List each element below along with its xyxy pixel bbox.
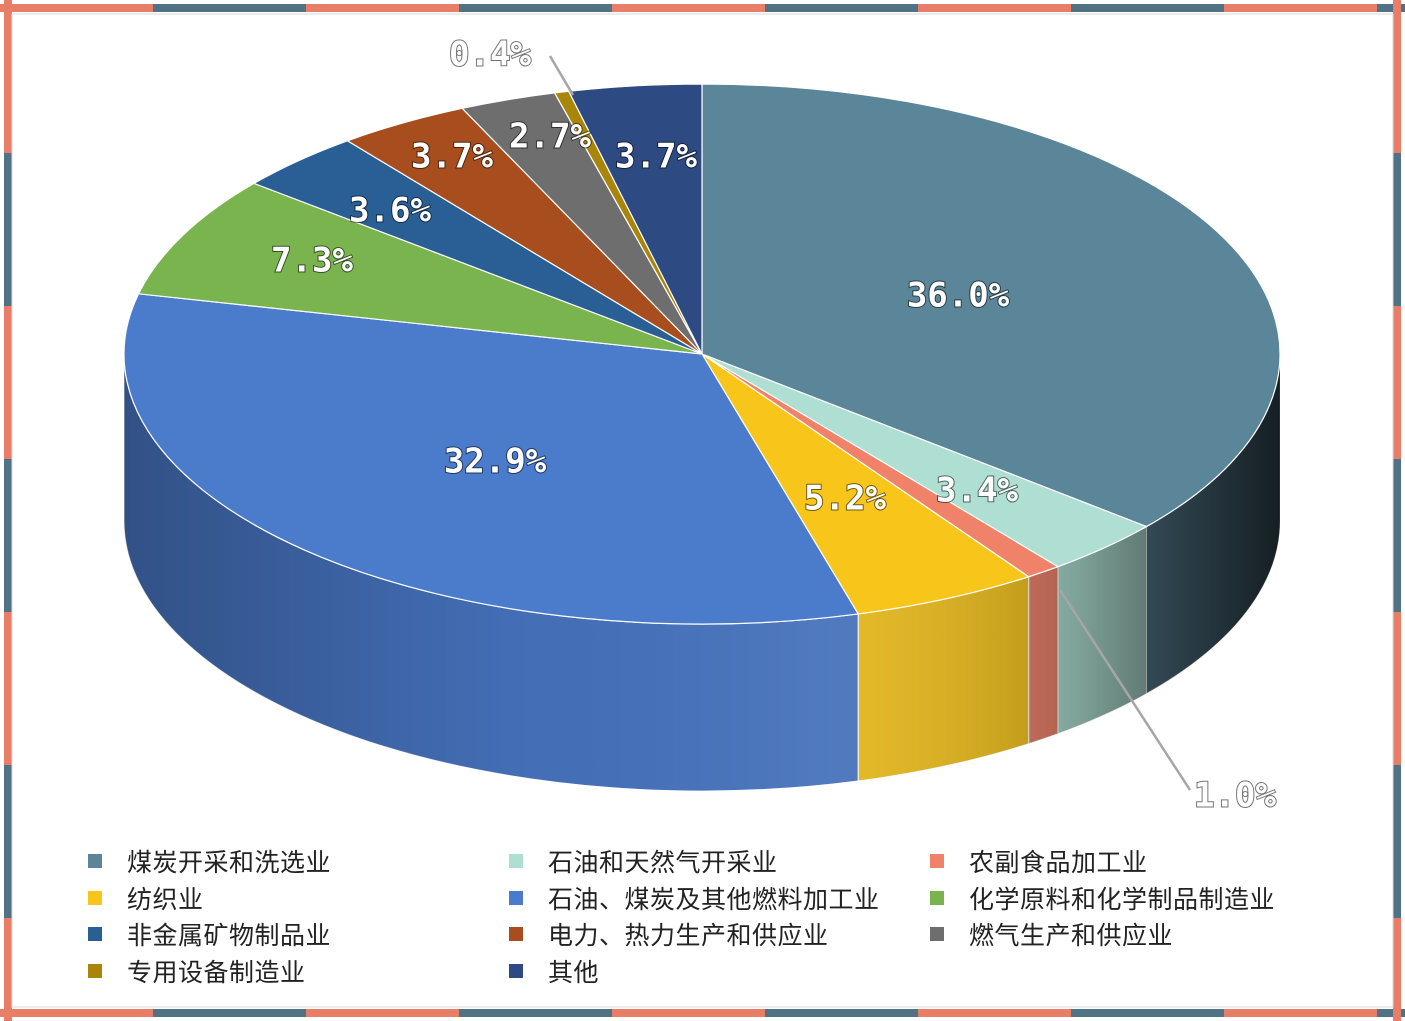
data-label: 0.4% <box>449 35 531 75</box>
legend-swatch <box>88 854 102 869</box>
legend-row: 专用设备制造业 其他 <box>88 953 1348 990</box>
pie-slice <box>123 293 860 625</box>
legend-label: 其他 <box>548 957 600 987</box>
data-label: 32.9% <box>444 442 547 482</box>
pie-slice <box>137 182 703 355</box>
leader-line <box>1058 589 1192 791</box>
leader-line <box>548 55 575 96</box>
data-label: 3.6% <box>349 191 431 231</box>
legend-swatch <box>930 854 944 869</box>
frame-inner-border <box>11 13 1394 1008</box>
legend-item: 纺织业 <box>88 880 509 916</box>
pie-slice <box>567 83 703 355</box>
legend-swatch <box>509 927 523 942</box>
legend-row: 非金属矿物制品业 电力、热力生产和供应业 燃气生产和供应业 <box>88 916 1348 953</box>
pie-slice <box>701 83 1281 528</box>
legend-item: 其他 <box>509 953 930 989</box>
legend-label: 电力、热力生产和供应业 <box>548 921 829 951</box>
legend-item: 石油、煤炭及其他燃料加工业 <box>509 880 930 916</box>
pie-slice <box>701 353 1031 615</box>
legend-item: 化学原料和化学制品制造业 <box>930 880 1348 916</box>
legend-swatch <box>88 927 102 942</box>
data-label: 7.3% <box>271 241 353 281</box>
legend-swatch <box>509 854 523 869</box>
legend-swatch <box>88 890 102 905</box>
legend: 煤炭开采和洗选业 石油和天然气开采业 农副食品加工业纺织业 石油、煤炭及其他燃料加工业… <box>88 843 1348 989</box>
legend-item: 专用设备制造业 <box>88 953 509 989</box>
legend-item: 燃气生产和供应业 <box>930 916 1348 952</box>
data-label: 1.0% <box>1194 776 1276 816</box>
legend-label: 化学原料和化学制品制造业 <box>969 884 1276 914</box>
legend-label: 农副食品加工业 <box>969 848 1148 878</box>
legend-swatch <box>930 890 944 905</box>
legend-item: 电力、热力生产和供应业 <box>509 916 930 952</box>
data-label: 3.7% <box>411 137 493 177</box>
data-label: 5.2% <box>804 479 886 519</box>
side-shading <box>124 354 1280 791</box>
legend-swatch <box>930 927 944 942</box>
legend-swatch <box>509 963 523 978</box>
legend-row: 纺织业 石油、煤炭及其他燃料加工业 化学原料和化学制品制造业 <box>88 880 1348 917</box>
legend-item: 石油和天然气开采业 <box>509 843 930 879</box>
legend-label: 专用设备制造业 <box>127 957 306 987</box>
data-label: 36.0% <box>907 276 1010 316</box>
data-label: 2.7% <box>509 117 591 157</box>
legend-label: 非金属矿物制品业 <box>127 921 332 951</box>
legend-label: 纺织业 <box>127 884 204 914</box>
data-label: 3.7% <box>615 137 697 177</box>
legend-label: 燃气生产和供应业 <box>969 921 1174 951</box>
legend-item: 农副食品加工业 <box>930 843 1348 879</box>
legend-label: 石油和天然气开采业 <box>548 848 778 878</box>
legend-swatch <box>509 890 523 905</box>
legend-swatch <box>88 963 102 978</box>
legend-item: 非金属矿物制品业 <box>88 916 509 952</box>
legend-row: 煤炭开采和洗选业 石油和天然气开采业 农副食品加工业 <box>88 843 1348 880</box>
data-label: 3.4% <box>936 471 1018 511</box>
legend-label: 煤炭开采和洗选业 <box>127 848 332 878</box>
legend-label: 石油、煤炭及其他燃料加工业 <box>548 884 880 914</box>
legend-item: 煤炭开采和洗选业 <box>88 843 509 879</box>
